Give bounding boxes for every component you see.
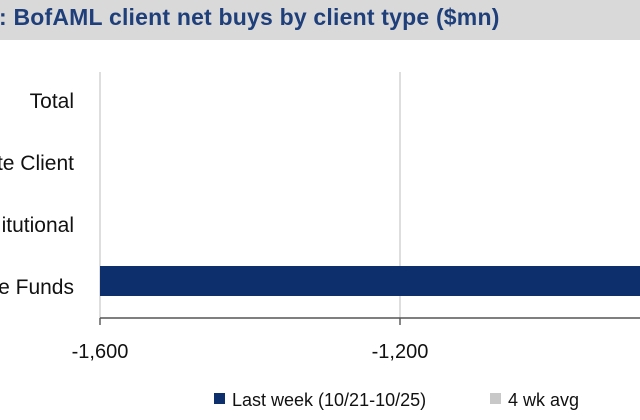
category-label: itutional	[2, 214, 74, 237]
x-tick-label: -1,600	[72, 341, 129, 363]
legend-swatch-4wk-avg	[490, 393, 501, 404]
chart-title: 5: BofAML client net buys by client type…	[0, 4, 500, 30]
x-tick-label: -1,200	[372, 341, 429, 363]
legend: Last week (10/21-10/25) 4 wk avg	[214, 390, 579, 410]
labels: -1,600-1,200-800-4000400Totalte Clientit…	[0, 90, 429, 363]
axes	[99, 317, 640, 325]
bars	[100, 266, 640, 296]
bar-last-week-hedge-funds	[100, 266, 640, 296]
title-bar: 5: BofAML client net buys by client type…	[0, 0, 640, 40]
legend-label-4wk-avg: 4 wk avg	[508, 390, 579, 410]
legend-label-last-week: Last week (10/21-10/25)	[232, 390, 426, 410]
category-label: e Funds	[0, 276, 74, 299]
category-label: Total	[30, 90, 74, 113]
category-label: te Client	[0, 152, 74, 175]
legend-swatch-last-week	[214, 393, 225, 404]
